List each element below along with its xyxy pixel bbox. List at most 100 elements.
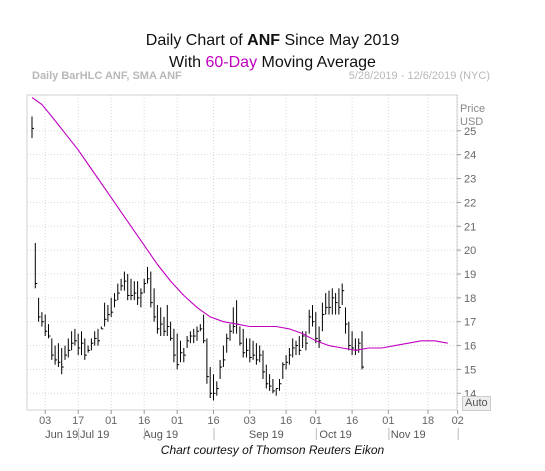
price-bar — [41, 312, 44, 327]
price-bar — [34, 242, 38, 289]
chart-title: Daily Chart of ANF Since May 2019 — [145, 32, 400, 49]
x-month-label: Nov 19 — [391, 429, 426, 441]
price-bar — [265, 364, 269, 389]
price-bar — [54, 345, 58, 365]
x-day-label: 01 — [171, 415, 183, 427]
price-bar — [137, 281, 140, 305]
x-axis: 03 17 01 16 01 16 03 16 01 16 01 18 02 Jun 19 Jul 19 Au… — [39, 410, 464, 441]
price-bar — [104, 302, 107, 327]
price-bar — [67, 338, 71, 358]
price-bar — [209, 367, 213, 399]
chart-subtitle: With 60-Day Moving Average — [169, 54, 376, 71]
y-tick-label: 20 — [464, 245, 476, 257]
x-month-label: Jun 19 — [45, 429, 78, 441]
price-bar — [64, 345, 67, 360]
chart-date-range: 5/28/2019 - 12/6/2019 (NYC) — [348, 70, 490, 82]
price-bar — [242, 328, 246, 358]
price-bar — [153, 288, 157, 322]
y-tick-label: 21 — [464, 221, 476, 233]
price-axis-unit: USD — [460, 116, 483, 128]
price-bar — [279, 378, 282, 391]
price-bar — [48, 324, 51, 339]
price-bar — [295, 340, 298, 356]
price-bar — [345, 307, 348, 334]
price-bar — [94, 331, 97, 346]
price-bar — [321, 302, 325, 332]
x-day-label: 16 — [280, 415, 292, 427]
y-tick-label: 18 — [464, 293, 476, 305]
subtitle-accent: 60-Day — [205, 54, 258, 71]
title-ticker: ANF — [247, 32, 281, 49]
y-tick-label: 24 — [464, 150, 476, 162]
sma-line — [31, 96, 448, 351]
price-bar — [315, 312, 318, 344]
x-month-label: Sep 19 — [249, 429, 284, 441]
price-bar — [236, 300, 239, 334]
price-bar — [31, 116, 34, 138]
price-bar — [341, 283, 345, 305]
price-bar — [308, 309, 312, 334]
price-bar — [285, 355, 289, 370]
price-bar — [130, 278, 133, 301]
price-bar — [133, 281, 137, 301]
y-tick-label: 19 — [464, 269, 476, 281]
price-bar — [292, 338, 295, 358]
x-day-label: 16 — [207, 415, 219, 427]
price-bar — [143, 278, 147, 294]
price-bar — [226, 333, 229, 353]
price-bar — [170, 321, 173, 341]
price-bar — [358, 338, 361, 353]
price-bar — [160, 307, 163, 337]
price-bar — [97, 328, 100, 346]
y-tick-label: 23 — [464, 174, 476, 186]
price-bar — [269, 374, 272, 391]
price-bar — [259, 345, 262, 363]
price-bar — [163, 316, 166, 337]
price-bar — [77, 333, 81, 356]
auto-scale-button[interactable]: Auto — [462, 396, 491, 411]
price-bar — [318, 326, 322, 348]
price-bar — [127, 273, 130, 301]
price-bar — [38, 297, 41, 322]
price-bar — [189, 331, 193, 344]
price-bar — [275, 388, 279, 396]
price-bar — [232, 307, 236, 334]
chart-credit: Chart courtesy of Thomson Reuters Eikon — [160, 443, 385, 457]
price-bar — [331, 288, 335, 315]
price-bar — [348, 321, 351, 351]
price-bar — [262, 350, 265, 379]
price-bar — [166, 305, 170, 337]
price-bar — [107, 305, 110, 322]
price-bar — [117, 283, 120, 301]
price-bar — [305, 331, 308, 351]
y-tick-label: 15 — [464, 364, 476, 376]
y-tick-label: 17 — [464, 317, 476, 329]
price-bar — [176, 333, 180, 370]
price-bar — [252, 340, 256, 360]
price-bar — [239, 326, 242, 346]
x-day-label: 03 — [39, 415, 51, 427]
x-day-label: 03 — [244, 415, 256, 427]
price-bar — [312, 305, 315, 327]
y-tick-label: 16 — [464, 341, 476, 353]
price-bar — [354, 338, 358, 356]
price-bar — [71, 331, 74, 351]
grid-lines — [27, 95, 459, 410]
y-tick-label: 25 — [464, 126, 476, 138]
x-month-label: Oct 19 — [319, 429, 351, 441]
price-bar — [180, 340, 183, 363]
price-bar — [335, 293, 338, 315]
x-day-label: 16 — [346, 415, 358, 427]
price-bar — [156, 305, 160, 334]
price-bar — [203, 314, 206, 344]
price-bar — [57, 343, 61, 368]
price-bar — [361, 331, 364, 370]
price-bar — [110, 297, 114, 317]
ohlc-bars — [31, 116, 364, 401]
price-bar — [74, 328, 77, 346]
price-bar — [328, 290, 331, 315]
price-bar — [298, 336, 302, 356]
price-bar — [325, 293, 328, 315]
